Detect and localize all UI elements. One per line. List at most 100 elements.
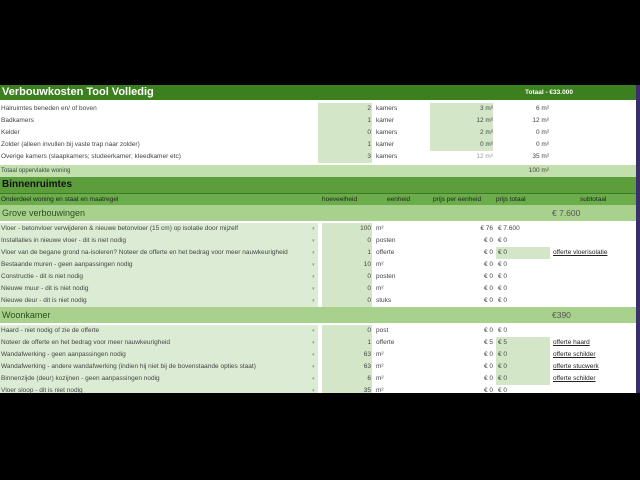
item-description[interactable]: Nieuwe deur - dit is niet nodig	[1, 297, 87, 304]
item-qty[interactable]: 6	[367, 375, 371, 382]
room-qty[interactable]: 1	[367, 141, 371, 148]
item-qty[interactable]: 63	[363, 351, 371, 358]
header-unit[interactable]: eenheid	[387, 196, 411, 203]
header-qty[interactable]: hoeveelheid	[322, 196, 358, 203]
size-cell[interactable]	[430, 127, 493, 139]
item-unit: m²	[376, 387, 384, 393]
room-qty[interactable]: 2	[367, 105, 371, 112]
item-qty[interactable]: 0	[367, 327, 371, 334]
item-unit: post	[376, 327, 389, 334]
qty-cell[interactable]	[322, 349, 372, 361]
quote-link[interactable]: offerte schilder	[553, 351, 596, 358]
qty-cell[interactable]	[322, 283, 372, 295]
qty-cell[interactable]	[322, 337, 372, 349]
dropdown-arrow-icon[interactable]: ▾	[312, 298, 315, 304]
qty-cell[interactable]	[322, 325, 372, 337]
item-qty[interactable]: 35	[363, 387, 371, 393]
qty-cell[interactable]	[322, 259, 372, 271]
size-cell[interactable]	[430, 103, 493, 115]
room-qty[interactable]: 3	[367, 153, 371, 160]
dropdown-arrow-icon[interactable]: ▾	[312, 328, 315, 334]
item-description[interactable]: Vloer sloop - dit is niet nodig	[1, 387, 83, 393]
qty-cell[interactable]	[322, 361, 372, 373]
dropdown-arrow-icon[interactable]: ▾	[312, 340, 315, 346]
item-price-per-unit: € 0	[483, 261, 493, 268]
qty-cell[interactable]	[322, 235, 372, 247]
qty-cell[interactable]	[318, 127, 372, 139]
qty-cell[interactable]	[322, 295, 372, 307]
quote-link[interactable]: offerte stucwerk	[553, 363, 599, 370]
item-qty[interactable]: 0	[367, 273, 371, 280]
item-qty[interactable]: 0	[367, 297, 371, 304]
header-desc[interactable]: Onderdeel woning en staat en maatregel	[1, 196, 119, 203]
size-cell[interactable]	[430, 115, 493, 127]
item-description[interactable]: Noteer de offerte en het bedrag voor mee…	[1, 339, 170, 346]
item-description[interactable]: Vloer - betonvloer verwijderen & nieuwe …	[1, 225, 239, 232]
item-price-per-unit: € 0	[483, 363, 493, 370]
item-description[interactable]: Binnenzijde (deur) kozijnen - geen aanpa…	[1, 375, 160, 382]
size-cell[interactable]	[430, 139, 493, 151]
room-row: Overige kamers (slaapkamers; studeerkame…	[0, 151, 636, 163]
item-description[interactable]: Installaties in nieuwe vloer - dit is ni…	[1, 237, 127, 244]
room-qty[interactable]: 0	[367, 129, 371, 136]
qty-cell[interactable]	[322, 373, 372, 385]
item-description[interactable]: Bestaande muren - geen aanpassingen nodi…	[1, 261, 133, 268]
qty-cell[interactable]	[322, 271, 372, 283]
item-description[interactable]: Constructie - dit is niet nodig	[1, 273, 84, 280]
qty-cell[interactable]	[322, 247, 372, 259]
qty-cell[interactable]	[322, 385, 372, 393]
line-item: Installaties in nieuwe vloer - dit is ni…	[0, 235, 636, 247]
qty-cell[interactable]	[318, 151, 372, 163]
quote-link[interactable]: offerte haard	[553, 339, 590, 346]
item-description[interactable]: Wandafwerking - andere wandafwerking (in…	[1, 363, 256, 370]
dropdown-arrow-icon[interactable]: ▾	[312, 376, 315, 382]
item-price-per-unit: € 0	[483, 237, 493, 244]
item-price-per-unit: € 0	[483, 273, 493, 280]
item-description[interactable]: Vloer van de begane grond na-isoleren? N…	[1, 249, 288, 256]
qty-cell[interactable]	[318, 115, 372, 127]
dropdown-arrow-icon[interactable]: ▾	[312, 274, 315, 280]
dropdown-arrow-icon[interactable]: ▾	[312, 388, 315, 393]
description-cell	[0, 271, 318, 283]
item-qty[interactable]: 1	[367, 249, 371, 256]
item-total: € 0	[498, 261, 508, 268]
dropdown-arrow-icon[interactable]: ▾	[312, 226, 315, 232]
item-qty[interactable]: 100	[360, 225, 371, 232]
header-total[interactable]: prijs totaal	[496, 196, 526, 203]
item-qty[interactable]: 63	[363, 363, 371, 370]
item-description[interactable]: Haard - niet nodig of zie de offerte	[1, 327, 100, 334]
item-unit: m²	[376, 225, 384, 232]
room-qty[interactable]: 1	[367, 117, 371, 124]
item-description[interactable]: Nieuwe muur - dit is niet nodig	[1, 285, 89, 292]
room-size[interactable]: 0 m²	[480, 141, 493, 148]
header-subtotal[interactable]: subtotaal	[580, 196, 607, 203]
total-area-label: Totaal oppervlakte woning	[1, 168, 71, 174]
qty-cell[interactable]	[318, 139, 372, 151]
room-size[interactable]: 2 m²	[480, 129, 493, 136]
item-qty[interactable]: 0	[367, 237, 371, 244]
dropdown-arrow-icon[interactable]: ▾	[312, 364, 315, 370]
room-size[interactable]: 12 m²	[476, 153, 493, 160]
description-cell	[0, 325, 318, 337]
item-qty[interactable]: 1	[367, 339, 371, 346]
quote-link[interactable]: offerte vloerisolatie	[553, 249, 608, 256]
qty-cell[interactable]	[318, 103, 372, 115]
room-unit: kamer	[376, 117, 395, 124]
item-total: € 0	[498, 327, 508, 334]
header-ppu[interactable]: prijs per eenheid	[433, 196, 482, 203]
quote-link[interactable]: offerte schilder	[553, 375, 596, 382]
item-price-per-unit: € 0	[483, 327, 493, 334]
item-qty[interactable]: 0	[367, 285, 371, 292]
dropdown-arrow-icon[interactable]: ▾	[312, 352, 315, 358]
dropdown-arrow-icon[interactable]: ▾	[312, 238, 315, 244]
dropdown-arrow-icon[interactable]: ▾	[312, 262, 315, 268]
room-size[interactable]: 12 m²	[476, 117, 493, 124]
item-description[interactable]: Wandafwerking - geen aanpassingen nodig	[1, 351, 126, 358]
qty-cell[interactable]	[322, 223, 372, 235]
dropdown-arrow-icon[interactable]: ▾	[312, 250, 315, 256]
dropdown-arrow-icon[interactable]: ▾	[312, 286, 315, 292]
room-size[interactable]: 3 m²	[480, 105, 493, 112]
item-total: € 5	[498, 339, 508, 346]
item-qty[interactable]: 10	[363, 261, 371, 268]
room-unit: kamer	[376, 141, 395, 148]
